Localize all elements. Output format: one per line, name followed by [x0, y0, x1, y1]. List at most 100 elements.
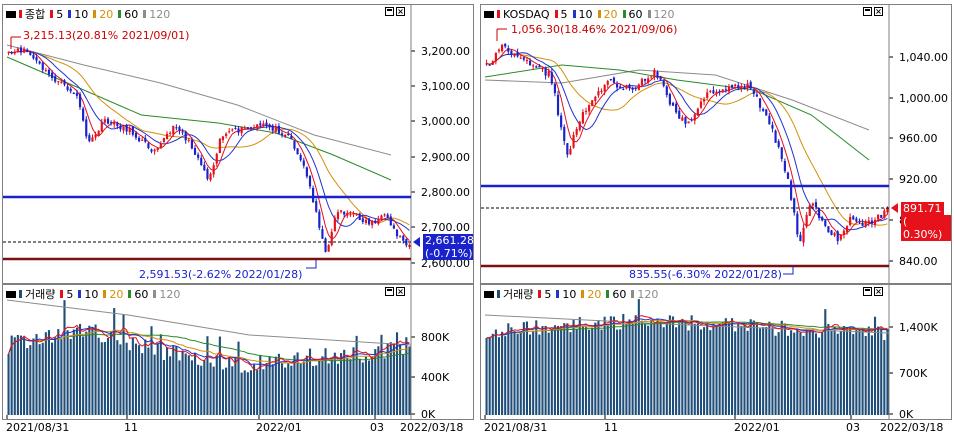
candle-body	[324, 238, 327, 252]
legend-ma120: 120	[149, 7, 171, 21]
candle-body	[234, 127, 237, 129]
close-button[interactable]: ×	[874, 287, 883, 296]
volume-bar	[330, 359, 333, 415]
candle-body	[315, 201, 318, 212]
maximize-button[interactable]	[385, 7, 394, 16]
volume-bar	[501, 331, 504, 415]
candle-body	[225, 133, 228, 136]
candle-body	[330, 231, 333, 245]
close-button[interactable]: ×	[874, 7, 883, 16]
candle-body	[528, 60, 532, 66]
volume-bar	[221, 369, 225, 415]
volume-bar	[544, 325, 547, 415]
volume-bar	[864, 335, 867, 415]
candle-body	[54, 76, 57, 82]
legend-swatch-vol	[497, 290, 500, 298]
close-button[interactable]: ×	[396, 287, 405, 296]
maximize-button[interactable]	[863, 287, 872, 296]
volume-bar	[259, 355, 262, 415]
candle-body	[190, 139, 193, 149]
candle-body	[659, 76, 662, 80]
y-tick-label: 2,600.00	[421, 257, 470, 270]
volume-bar	[659, 322, 662, 415]
maximize-button[interactable]	[385, 287, 394, 296]
legend-ma20: 20	[603, 7, 618, 21]
candle-body	[159, 143, 162, 149]
volume-bar	[737, 323, 740, 415]
volume-bar	[833, 326, 836, 415]
y-tick-label: 2,700.00	[421, 221, 470, 234]
candle-body	[35, 57, 38, 61]
volume-bar	[718, 323, 721, 415]
kosdaq-change: ( 0.30%)	[901, 215, 951, 241]
candle-body	[231, 129, 234, 131]
candle-body	[877, 214, 880, 220]
candle-body	[402, 235, 405, 241]
candle-body	[796, 213, 799, 235]
volume-bar	[727, 321, 731, 415]
volume-bar	[880, 327, 883, 415]
y-tick-label: 1,040.00	[899, 51, 948, 64]
candle-body	[675, 103, 678, 113]
volume-bar	[581, 326, 584, 415]
candle-body	[91, 137, 94, 142]
candle-body	[274, 127, 277, 132]
y-tick-label: 0K	[899, 408, 914, 420]
volume-bar	[693, 323, 696, 415]
volume-bar	[128, 350, 131, 415]
candle-body	[7, 52, 10, 54]
volume-bar	[103, 342, 106, 415]
candle-body	[656, 71, 659, 78]
candle-body	[777, 141, 780, 147]
candle-body	[699, 101, 703, 108]
kospi-volume-panel: 거래량 5 10 20 60 120 × 800K 400K 0K	[2, 284, 474, 420]
volume-bar	[628, 319, 631, 415]
volume-bar	[886, 328, 889, 415]
volume-bar	[491, 333, 494, 415]
candle-body	[386, 214, 389, 218]
volume-bar	[808, 330, 811, 415]
candle-body	[336, 212, 340, 220]
candle-body	[693, 114, 696, 121]
candle-body	[821, 217, 824, 221]
candle-body	[128, 127, 131, 133]
maximize-button[interactable]	[863, 7, 872, 16]
volume-bar	[150, 326, 153, 415]
kosdaq-x-label-jan: 2022/01	[734, 421, 780, 434]
kosdaq-volume-legend: 거래량 5 10 20 60 120	[484, 287, 660, 301]
candle-body	[215, 153, 218, 164]
volume-bar	[44, 332, 47, 415]
candle-body	[249, 127, 253, 129]
close-button[interactable]: ×	[396, 7, 405, 16]
candle-body	[525, 60, 529, 62]
volume-bar	[7, 353, 10, 415]
kospi-x-label-jan: 2022/01	[256, 421, 302, 434]
ma20-line	[8, 50, 410, 226]
volume-bar	[696, 323, 699, 415]
volume-bar	[724, 318, 727, 415]
candle-body	[175, 127, 178, 129]
candle-body	[584, 111, 588, 113]
ma10-line	[8, 50, 410, 231]
candle-body	[268, 124, 271, 128]
volume-bar	[88, 325, 91, 415]
candle-body	[47, 69, 51, 75]
legend-swatch-ma60	[622, 10, 626, 18]
volume-bar	[814, 333, 818, 415]
volume-bar	[678, 323, 681, 415]
volume-bar	[116, 340, 119, 415]
legend-volume: 거래량	[25, 288, 56, 301]
candle-body	[501, 44, 504, 52]
candle-body	[765, 109, 768, 116]
y-tick-label: 920.00	[899, 173, 938, 186]
candle-body	[308, 175, 312, 187]
candle-body	[10, 51, 13, 54]
volume-bar	[603, 316, 606, 415]
legend-ma10: 10	[84, 287, 99, 301]
volume-icon	[6, 290, 16, 298]
candle-body	[29, 52, 32, 55]
volume-bar	[497, 337, 501, 415]
candle-body	[827, 226, 830, 233]
candle-body	[817, 207, 821, 218]
